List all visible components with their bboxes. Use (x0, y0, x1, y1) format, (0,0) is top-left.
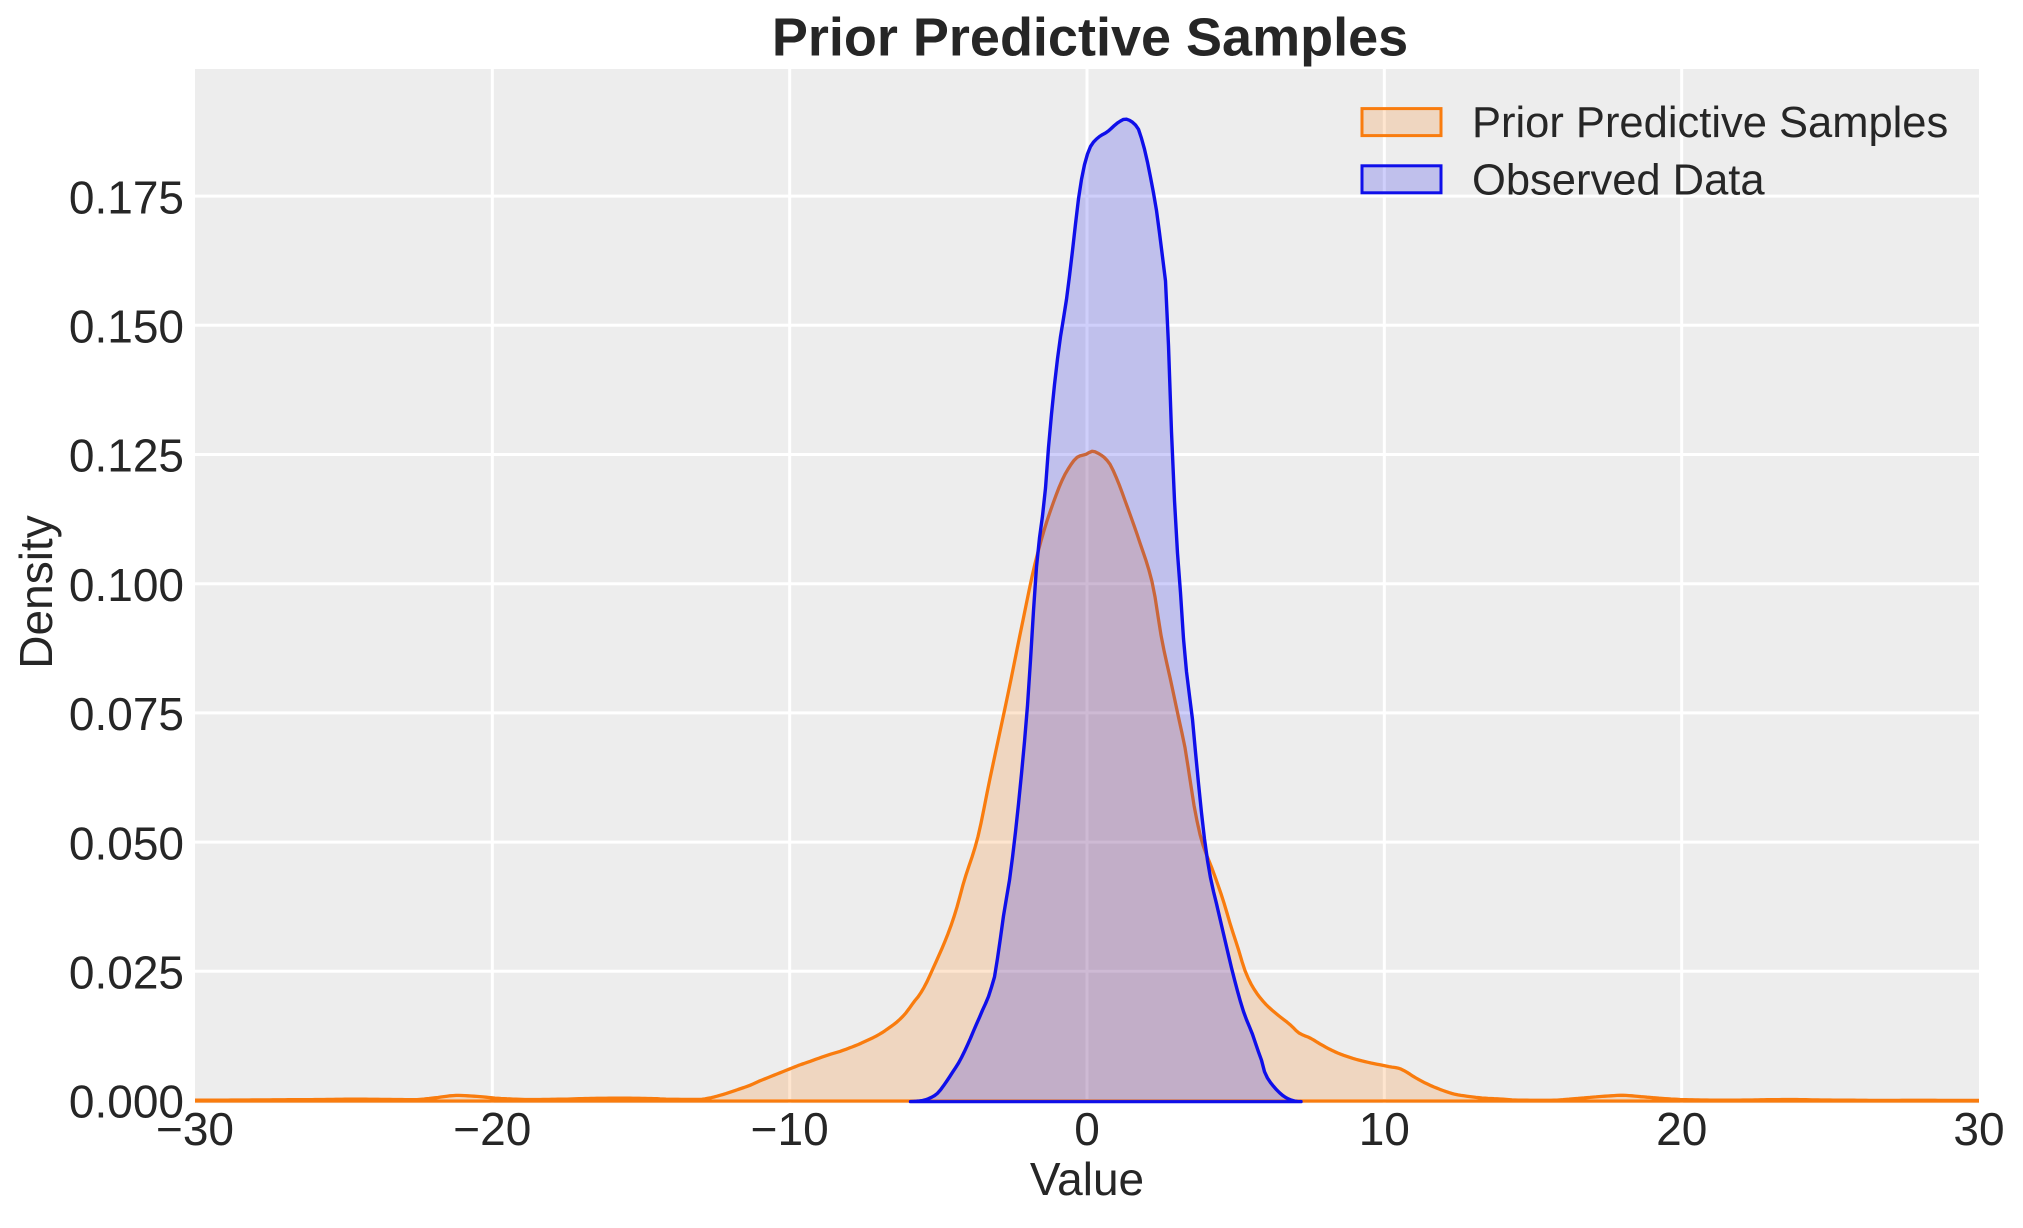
svg-text:0.000: 0.000 (69, 1076, 184, 1128)
svg-text:20: 20 (1656, 1103, 1707, 1155)
svg-text:0: 0 (1074, 1103, 1100, 1155)
svg-text:Prior Predictive Samples: Prior Predictive Samples (772, 8, 1408, 68)
svg-text:0.050: 0.050 (69, 817, 184, 869)
svg-text:30: 30 (1953, 1103, 2004, 1155)
svg-text:−20: −20 (453, 1103, 531, 1155)
svg-text:10: 10 (1359, 1103, 1410, 1155)
svg-text:Density: Density (10, 515, 62, 668)
svg-text:−30: −30 (156, 1103, 234, 1155)
svg-text:Observed Data: Observed Data (1472, 156, 1765, 204)
svg-text:0.100: 0.100 (69, 559, 184, 611)
svg-text:Value: Value (1030, 1153, 1144, 1205)
svg-text:0.175: 0.175 (69, 171, 184, 223)
svg-text:Prior Predictive Samples: Prior Predictive Samples (1472, 99, 1948, 147)
svg-text:0.025: 0.025 (69, 947, 184, 999)
svg-text:0.125: 0.125 (69, 430, 184, 482)
svg-text:0.075: 0.075 (69, 688, 184, 740)
svg-text:0.150: 0.150 (69, 301, 184, 353)
svg-text:−10: −10 (751, 1103, 829, 1155)
